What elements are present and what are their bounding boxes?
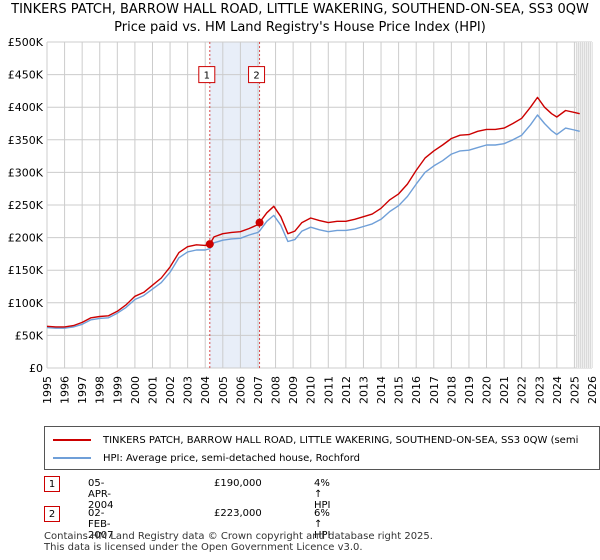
x-tick-label: 1997 xyxy=(76,376,89,404)
y-tick-label: £150K xyxy=(8,264,44,277)
y-tick-label: £250K xyxy=(8,199,44,212)
x-tick-label: 2024 xyxy=(551,376,564,404)
x-tick-label: 2010 xyxy=(305,376,318,404)
y-tick-label: £100K xyxy=(8,297,44,310)
transaction-hpi: 4% ↑ HPI xyxy=(314,478,331,511)
legend-item-hpi: HPI: Average price, semi-detached house,… xyxy=(53,450,360,466)
property-price-line xyxy=(46,96,580,328)
x-tick-label: 2023 xyxy=(533,376,546,404)
sale-label-box xyxy=(198,66,216,84)
sale-label-box xyxy=(248,66,266,84)
x-tick-label: 2020 xyxy=(481,376,494,404)
transaction-badge: 2 xyxy=(44,506,60,522)
chart-title: TINKERS PATCH, BARROW HALL ROAD, LITTLE … xyxy=(11,2,589,17)
x-tick-label: 2022 xyxy=(516,376,529,404)
x-tick-label: 1999 xyxy=(111,376,124,404)
transaction-price: £190,000 xyxy=(214,478,262,489)
x-tick-label: 2005 xyxy=(217,376,230,404)
x-tick-label: 2014 xyxy=(375,376,388,404)
price-chart: 1 2 £0 £50K £100K £150K £200K £250K £300K £350K £… xyxy=(8,36,599,404)
transaction-price: £223,000 xyxy=(214,508,262,519)
x-tick-label: 2019 xyxy=(463,376,476,404)
x-tick-label: 1998 xyxy=(94,376,107,404)
y-tick-label: £500K xyxy=(8,36,44,49)
legend-item-property: TINKERS PATCH, BARROW HALL ROAD, LITTLE … xyxy=(53,432,578,448)
x-tick-label: 2025 xyxy=(568,376,581,404)
legend-label-property: TINKERS PATCH, BARROW HALL ROAD, LITTLE … xyxy=(103,434,579,446)
x-tick-label: 2003 xyxy=(182,376,195,404)
x-tick-label: 2002 xyxy=(164,376,177,404)
y-tick-label: £50K xyxy=(15,329,44,342)
x-tick-label: 2013 xyxy=(357,376,370,404)
sale-label: 1 xyxy=(204,71,210,82)
footer-line-licence: This data is licensed under the Open Gov… xyxy=(44,542,363,553)
x-tick-label: 2021 xyxy=(498,376,511,404)
transaction-badge: 1 xyxy=(44,476,60,492)
x-tick-label: 1996 xyxy=(59,376,72,404)
footer-line-copyright: Contains HM Land Registry data © Crown c… xyxy=(44,531,433,542)
x-tick-label: 2026 xyxy=(586,376,599,404)
y-tick-label: £450K xyxy=(8,69,44,82)
y-tick-label: £0 xyxy=(29,362,43,375)
x-tick-label: 2007 xyxy=(252,376,265,404)
x-tick-label: 2000 xyxy=(129,376,142,404)
x-tick-label: 2006 xyxy=(234,376,247,404)
y-tick-label: £300K xyxy=(8,166,44,179)
transaction-date: 05-APR-2004 xyxy=(88,478,114,511)
x-tick-label: 2015 xyxy=(393,376,406,404)
sale-label: 2 xyxy=(253,71,259,82)
x-tick-label: 2009 xyxy=(287,376,300,404)
hpi-line xyxy=(46,114,580,329)
x-tick-label: 2018 xyxy=(445,376,458,404)
y-tick-label: £200K xyxy=(8,232,44,245)
y-tick-label: £350K xyxy=(8,134,44,147)
x-tick-label: 2016 xyxy=(410,376,423,404)
sale-marker xyxy=(205,240,214,249)
legend-swatch-property xyxy=(53,439,91,441)
x-tick-label: 2001 xyxy=(146,376,159,404)
transaction-hpi: 6% ↑ HPI xyxy=(314,508,331,541)
sale-marker xyxy=(255,218,264,227)
legend: TINKERS PATCH, BARROW HALL ROAD, LITTLE … xyxy=(44,426,600,470)
transaction-date: 02-FEB-2007 xyxy=(88,508,114,541)
x-tick-label: 2008 xyxy=(270,376,283,404)
legend-label-hpi: HPI: Average price, semi-detached house,… xyxy=(103,452,360,464)
footer: Contains HM Land Registry data © Crown c… xyxy=(44,531,433,553)
x-tick-label: 1995 xyxy=(41,376,54,404)
y-tick-label: £400K xyxy=(8,101,44,114)
x-tick-label: 2004 xyxy=(199,376,212,404)
x-tick-label: 2012 xyxy=(340,376,353,404)
chart-subtitle: Price paid vs. HM Land Registry's House … xyxy=(114,20,486,35)
x-tick-label: 2017 xyxy=(428,376,441,404)
x-tick-label: 2011 xyxy=(322,376,335,404)
legend-swatch-hpi xyxy=(53,457,91,459)
